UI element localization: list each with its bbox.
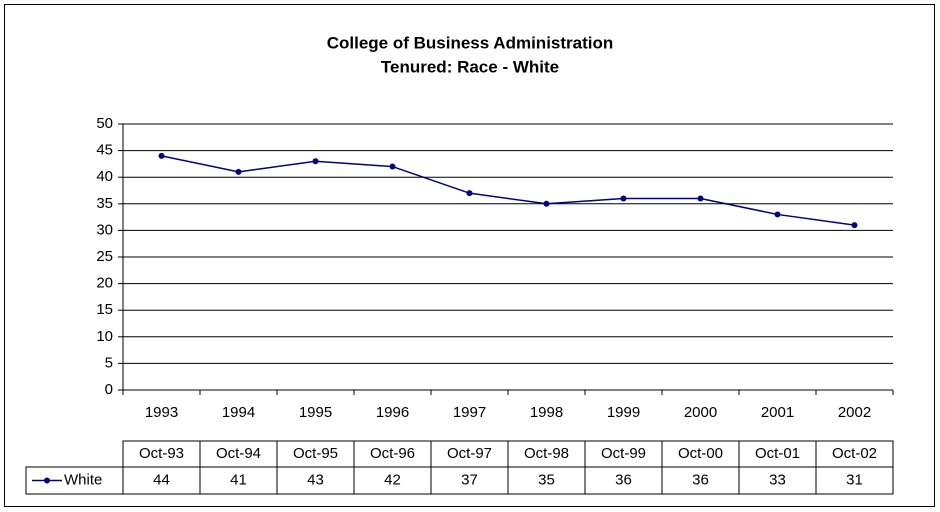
table-header: Oct-97 [447, 445, 492, 462]
y-tick-label: 20 [96, 275, 113, 292]
x-tick-label: 2002 [838, 404, 871, 421]
data-point [312, 158, 319, 165]
x-tick-label: 1998 [530, 404, 563, 421]
table-value: 44 [153, 471, 170, 488]
y-tick-label: 40 [96, 168, 113, 185]
table-value: 36 [615, 471, 632, 488]
table-value-row [25, 466, 894, 495]
data-point [851, 222, 858, 229]
y-tick-label: 0 [105, 381, 113, 398]
table-value: 42 [384, 471, 401, 488]
x-tick-label: 1997 [453, 404, 486, 421]
y-tick-label: 50 [96, 115, 113, 132]
table-header: Oct-96 [370, 445, 415, 462]
data-point [389, 163, 396, 170]
table-value: 31 [846, 471, 863, 488]
table-header: Oct-02 [832, 445, 877, 462]
data-point [158, 152, 165, 159]
y-tick-label: 15 [96, 301, 113, 318]
table-value: 33 [769, 471, 786, 488]
x-tick-label: 1995 [299, 404, 332, 421]
y-tick-label: 25 [96, 248, 113, 265]
table-header: Oct-98 [524, 445, 569, 462]
y-tick-label: 45 [96, 142, 113, 159]
chart-title: College of Business Administration [327, 33, 614, 52]
data-point [543, 200, 550, 207]
y-tick-label: 10 [96, 328, 113, 345]
legend-label: White [64, 471, 102, 488]
table-header: Oct-95 [293, 445, 338, 462]
data-point [235, 168, 242, 175]
table-header: Oct-00 [678, 445, 723, 462]
table-value: 36 [692, 471, 709, 488]
table-value: 37 [461, 471, 478, 488]
table-header: Oct-93 [139, 445, 184, 462]
x-tick-label: 1994 [222, 404, 255, 421]
chart-border [4, 4, 935, 507]
x-tick-label: 1999 [607, 404, 640, 421]
data-point [620, 195, 627, 202]
y-tick-label: 30 [96, 221, 113, 238]
chart-subtitle: Tenured: Race - White [381, 57, 559, 76]
table-value: 35 [538, 471, 555, 488]
table-header: Oct-01 [755, 445, 800, 462]
table-header: Oct-99 [601, 445, 646, 462]
table-header: Oct-94 [216, 445, 261, 462]
x-tick-label: 2000 [684, 404, 717, 421]
legend-marker [44, 477, 50, 484]
y-tick-label: 5 [105, 354, 113, 371]
data-point [697, 195, 704, 202]
table-value: 41 [230, 471, 247, 488]
y-tick-label: 35 [96, 195, 113, 212]
data-point [774, 211, 781, 218]
x-tick-label: 1993 [145, 404, 178, 421]
x-tick-label: 2001 [761, 404, 794, 421]
data-point [466, 190, 473, 197]
series-line [161, 155, 855, 226]
table-value: 43 [307, 471, 324, 488]
x-tick-label: 1996 [376, 404, 409, 421]
